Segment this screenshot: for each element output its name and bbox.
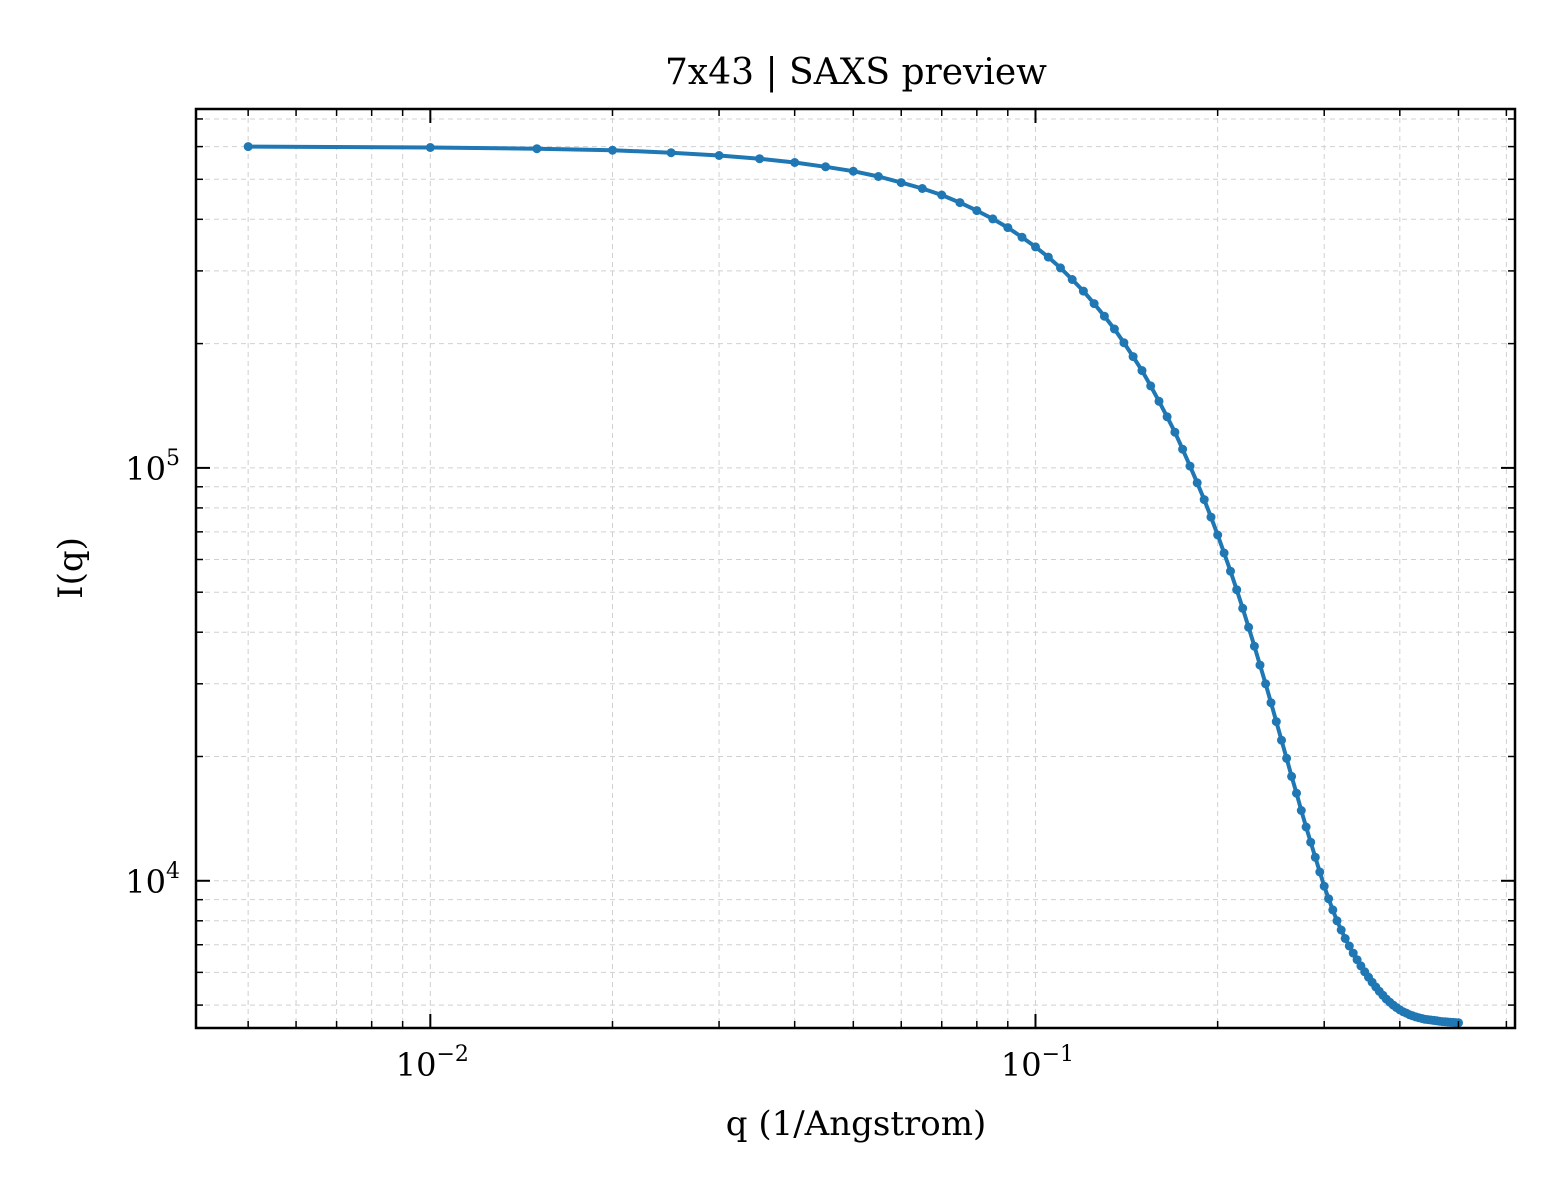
data-point bbox=[848, 166, 858, 176]
y-tick-label-base: 10 bbox=[125, 450, 166, 488]
data-point bbox=[666, 148, 676, 158]
data-point bbox=[1255, 660, 1265, 670]
x-tick-label-exponent: −2 bbox=[436, 1042, 468, 1067]
data-point bbox=[1192, 478, 1202, 488]
x-tick-label-base: 10 bbox=[1001, 1046, 1042, 1084]
x-tick-label: 10−2 bbox=[396, 1042, 469, 1084]
data-point bbox=[1003, 223, 1013, 233]
plot-frame bbox=[194, 107, 1517, 1030]
data-point bbox=[1332, 916, 1342, 926]
data-point bbox=[873, 172, 883, 181]
data-point bbox=[1206, 512, 1216, 522]
y-tick-label: 104 bbox=[125, 859, 180, 901]
data-point bbox=[790, 158, 800, 167]
data-point bbox=[1292, 788, 1301, 798]
data-point bbox=[1031, 242, 1040, 252]
data-point bbox=[1348, 948, 1358, 958]
x-tick-label: 10−1 bbox=[1001, 1042, 1074, 1084]
data-point bbox=[1301, 822, 1311, 832]
data-point bbox=[1099, 311, 1109, 321]
data-point bbox=[1154, 396, 1164, 406]
data-point bbox=[1336, 925, 1346, 935]
x-tick-label-base: 10 bbox=[396, 1046, 437, 1084]
data-point bbox=[1340, 934, 1350, 943]
data-point bbox=[1282, 753, 1292, 763]
data-layer bbox=[243, 142, 1463, 1028]
data-point bbox=[896, 178, 906, 188]
data-point bbox=[1213, 530, 1223, 540]
data-point bbox=[1238, 603, 1248, 613]
data-point bbox=[821, 162, 831, 172]
data-point bbox=[608, 145, 617, 155]
data-point bbox=[1306, 837, 1316, 847]
data-point bbox=[714, 151, 724, 160]
data-point bbox=[243, 142, 253, 152]
data-point bbox=[1089, 299, 1099, 309]
data-point bbox=[1319, 881, 1329, 891]
data-point bbox=[1067, 275, 1077, 284]
data-point bbox=[937, 190, 947, 200]
grid-layer bbox=[196, 109, 1515, 1028]
data-point bbox=[425, 143, 435, 152]
data-point bbox=[972, 206, 982, 216]
data-point bbox=[1287, 771, 1297, 781]
data-point bbox=[1328, 905, 1338, 915]
data-point bbox=[1178, 444, 1188, 454]
data-point bbox=[1128, 352, 1138, 362]
data-point bbox=[1109, 324, 1119, 334]
y-tick-label: 105 bbox=[125, 446, 180, 488]
data-point bbox=[1017, 232, 1027, 242]
data-point bbox=[1344, 941, 1354, 951]
data-point bbox=[1271, 717, 1281, 727]
data-point bbox=[1078, 286, 1088, 296]
data-point bbox=[1261, 679, 1271, 689]
y-axis-label: I(q) bbox=[51, 537, 91, 599]
data-point bbox=[1249, 641, 1259, 651]
y-tick-label-base: 10 bbox=[125, 863, 166, 901]
y-tick-label-exponent: 5 bbox=[166, 446, 180, 471]
data-point bbox=[1296, 806, 1306, 815]
data-point bbox=[1219, 548, 1229, 558]
data-point bbox=[1137, 366, 1147, 376]
data-point bbox=[1162, 412, 1172, 422]
data-point bbox=[1277, 735, 1286, 745]
data-point bbox=[988, 214, 998, 224]
x-tick-label-exponent: −1 bbox=[1042, 1042, 1074, 1067]
data-point bbox=[1119, 338, 1129, 348]
data-point bbox=[1226, 566, 1235, 576]
data-point bbox=[1056, 263, 1065, 273]
data-point bbox=[1232, 585, 1242, 595]
data-point bbox=[1310, 852, 1320, 862]
data-point bbox=[1043, 252, 1053, 262]
data-point bbox=[917, 184, 927, 193]
data-point bbox=[1315, 867, 1325, 877]
data-point bbox=[1266, 698, 1276, 708]
data-point bbox=[1199, 495, 1209, 505]
data-point bbox=[1185, 461, 1195, 471]
data-point bbox=[1244, 622, 1254, 632]
y-tick-label-exponent: 4 bbox=[166, 859, 180, 884]
data-point bbox=[955, 198, 965, 208]
data-point bbox=[1170, 427, 1180, 437]
data-point bbox=[1146, 381, 1156, 391]
data-point bbox=[755, 154, 765, 164]
data-point bbox=[1324, 894, 1334, 904]
data-point bbox=[532, 144, 542, 154]
x-axis-label: q (1/Angstrom) bbox=[726, 1104, 986, 1144]
chart-title: 7x43 | SAXS preview bbox=[665, 52, 1047, 93]
